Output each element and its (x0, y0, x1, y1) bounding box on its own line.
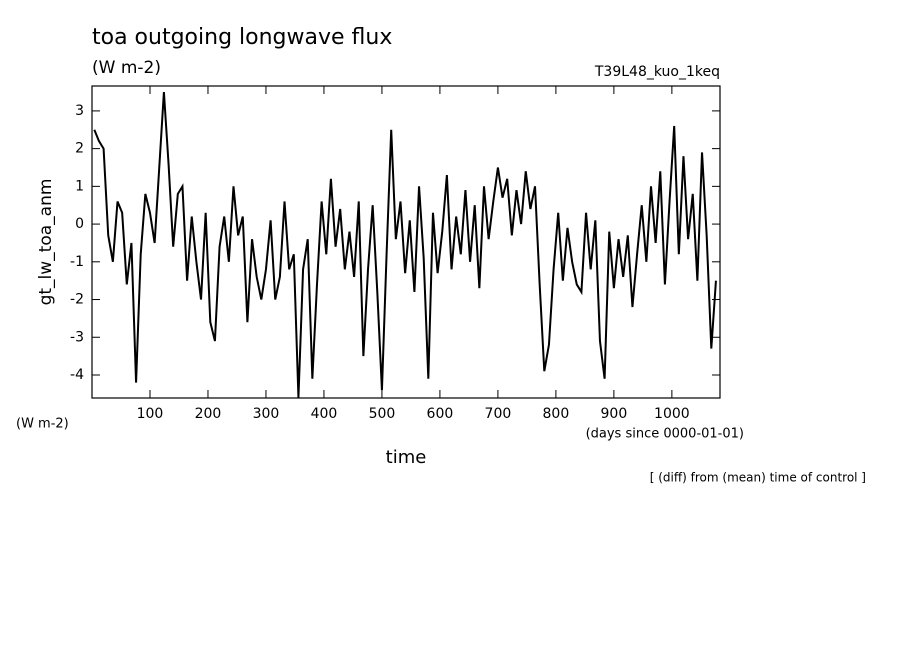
y-tick-label: 0 (75, 216, 84, 232)
y-tick-label: 2 (75, 141, 84, 157)
plot-frame (91, 85, 721, 399)
y-tick-label: 1 (75, 178, 84, 194)
x-tick-label: 200 (195, 406, 222, 422)
x-tick-label: 100 (137, 406, 164, 422)
y-units: (W m-2) (16, 417, 69, 432)
y-tick-label: -1 (70, 254, 84, 270)
x-units: (days since 0000-01-01) (586, 427, 744, 442)
run-label: T39L48_kuo_1keq (594, 64, 720, 80)
x-tick-label: 400 (311, 406, 338, 422)
y-axis-label: gt_lw_toa_anm (36, 179, 56, 306)
x-tick-label: 1000 (654, 406, 690, 422)
y-tick-label: -4 (70, 367, 84, 383)
x-tick-label: 500 (369, 406, 396, 422)
x-axis-label: time (386, 447, 427, 468)
y-tick-label: 3 (75, 103, 84, 119)
x-tick-label: 600 (427, 406, 454, 422)
chart-subtitle: (W m-2) (92, 58, 161, 78)
data-line (93, 91, 717, 398)
y-tick-label: -3 (70, 329, 84, 345)
y-tick-label: -2 (70, 292, 84, 308)
chart-title: toa outgoing longwave flux (92, 25, 392, 50)
x-tick-label: 700 (485, 406, 512, 422)
x-tick-label: 300 (253, 406, 280, 422)
x-tick-label: 800 (543, 406, 570, 422)
footnote: [ (diff) from (mean) time of control ] (650, 471, 866, 485)
x-tick-label: 900 (601, 406, 628, 422)
